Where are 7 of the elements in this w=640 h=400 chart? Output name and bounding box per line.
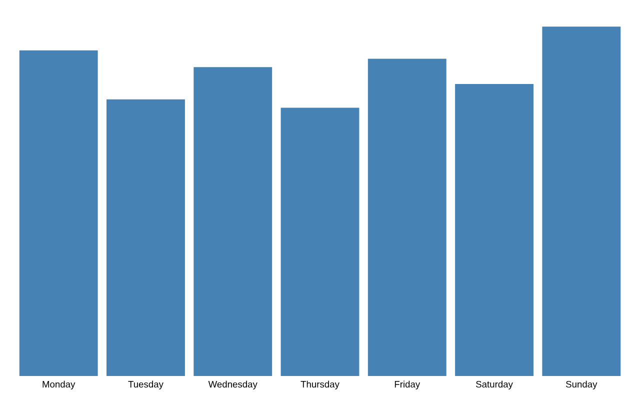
x-tick-label: Sunday <box>566 380 598 390</box>
x-tick-label: Saturday <box>476 380 513 390</box>
x-tick-label: Thursday <box>300 380 340 390</box>
x-tick-label: Wednesday <box>208 380 258 390</box>
x-tick-label: Friday <box>394 380 420 390</box>
x-tick-label: Monday <box>42 380 76 390</box>
x-tick-label: Tuesday <box>128 380 164 390</box>
